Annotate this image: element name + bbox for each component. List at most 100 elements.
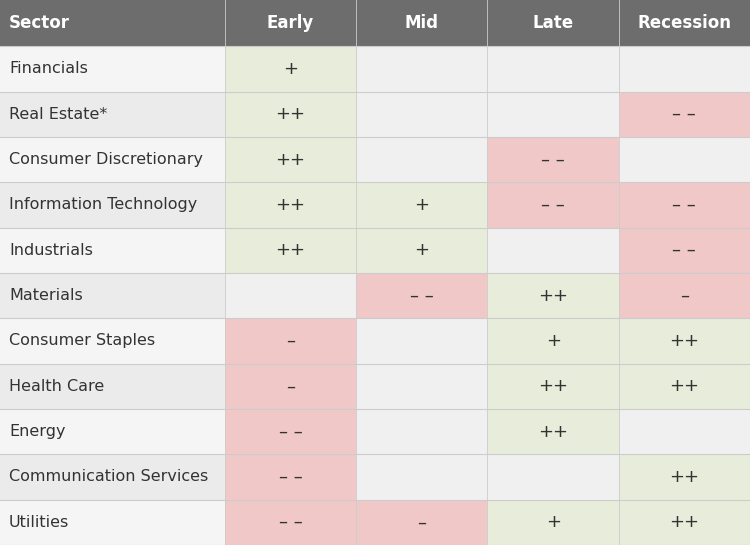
FancyBboxPatch shape bbox=[619, 0, 750, 46]
FancyBboxPatch shape bbox=[0, 364, 225, 409]
FancyBboxPatch shape bbox=[225, 183, 356, 228]
Text: ++: ++ bbox=[275, 105, 305, 123]
FancyBboxPatch shape bbox=[356, 273, 488, 318]
Text: Mid: Mid bbox=[405, 14, 439, 32]
FancyBboxPatch shape bbox=[356, 318, 488, 364]
FancyBboxPatch shape bbox=[619, 273, 750, 318]
FancyBboxPatch shape bbox=[0, 273, 225, 318]
Text: – –: – – bbox=[279, 513, 302, 531]
FancyBboxPatch shape bbox=[356, 92, 488, 137]
Text: ++: ++ bbox=[669, 468, 699, 486]
FancyBboxPatch shape bbox=[0, 92, 225, 137]
Text: – –: – – bbox=[673, 105, 696, 123]
FancyBboxPatch shape bbox=[0, 0, 225, 46]
Text: Communication Services: Communication Services bbox=[9, 469, 208, 485]
FancyBboxPatch shape bbox=[225, 364, 356, 409]
FancyBboxPatch shape bbox=[0, 46, 225, 92]
Text: ++: ++ bbox=[275, 241, 305, 259]
FancyBboxPatch shape bbox=[0, 137, 225, 183]
FancyBboxPatch shape bbox=[356, 364, 488, 409]
Text: – –: – – bbox=[542, 196, 565, 214]
Text: Financials: Financials bbox=[9, 62, 88, 76]
Text: +: + bbox=[414, 196, 429, 214]
FancyBboxPatch shape bbox=[356, 137, 488, 183]
FancyBboxPatch shape bbox=[488, 318, 619, 364]
FancyBboxPatch shape bbox=[488, 364, 619, 409]
Text: ++: ++ bbox=[538, 423, 568, 441]
FancyBboxPatch shape bbox=[488, 273, 619, 318]
FancyBboxPatch shape bbox=[619, 137, 750, 183]
FancyBboxPatch shape bbox=[356, 46, 488, 92]
Text: ++: ++ bbox=[538, 287, 568, 305]
Text: Industrials: Industrials bbox=[9, 243, 93, 258]
Text: Information Technology: Information Technology bbox=[9, 197, 197, 213]
FancyBboxPatch shape bbox=[488, 46, 619, 92]
FancyBboxPatch shape bbox=[619, 500, 750, 545]
Text: –: – bbox=[417, 513, 426, 531]
Text: – –: – – bbox=[673, 241, 696, 259]
FancyBboxPatch shape bbox=[488, 137, 619, 183]
Text: Energy: Energy bbox=[9, 424, 65, 439]
Text: Recession: Recession bbox=[638, 14, 731, 32]
Text: – –: – – bbox=[279, 423, 302, 441]
Text: ++: ++ bbox=[669, 513, 699, 531]
Text: Health Care: Health Care bbox=[9, 379, 104, 394]
FancyBboxPatch shape bbox=[225, 409, 356, 455]
Text: – –: – – bbox=[542, 150, 565, 168]
Text: ++: ++ bbox=[538, 377, 568, 395]
FancyBboxPatch shape bbox=[225, 228, 356, 273]
FancyBboxPatch shape bbox=[488, 455, 619, 500]
FancyBboxPatch shape bbox=[225, 92, 356, 137]
Text: Utilities: Utilities bbox=[9, 515, 69, 530]
FancyBboxPatch shape bbox=[488, 500, 619, 545]
FancyBboxPatch shape bbox=[619, 409, 750, 455]
FancyBboxPatch shape bbox=[619, 183, 750, 228]
FancyBboxPatch shape bbox=[619, 46, 750, 92]
Text: +: + bbox=[283, 60, 298, 78]
FancyBboxPatch shape bbox=[488, 409, 619, 455]
FancyBboxPatch shape bbox=[619, 318, 750, 364]
FancyBboxPatch shape bbox=[488, 92, 619, 137]
Text: – –: – – bbox=[279, 468, 302, 486]
Text: +: + bbox=[545, 332, 560, 350]
FancyBboxPatch shape bbox=[0, 409, 225, 455]
FancyBboxPatch shape bbox=[619, 455, 750, 500]
FancyBboxPatch shape bbox=[356, 228, 488, 273]
Text: ++: ++ bbox=[275, 196, 305, 214]
Text: – –: – – bbox=[673, 196, 696, 214]
FancyBboxPatch shape bbox=[356, 183, 488, 228]
FancyBboxPatch shape bbox=[488, 183, 619, 228]
FancyBboxPatch shape bbox=[488, 0, 619, 46]
Text: Materials: Materials bbox=[9, 288, 82, 303]
FancyBboxPatch shape bbox=[0, 318, 225, 364]
Text: Consumer Staples: Consumer Staples bbox=[9, 334, 155, 348]
Text: ++: ++ bbox=[669, 332, 699, 350]
FancyBboxPatch shape bbox=[0, 228, 225, 273]
FancyBboxPatch shape bbox=[225, 0, 356, 46]
FancyBboxPatch shape bbox=[619, 92, 750, 137]
FancyBboxPatch shape bbox=[0, 183, 225, 228]
Text: ++: ++ bbox=[275, 150, 305, 168]
FancyBboxPatch shape bbox=[225, 273, 356, 318]
Text: Consumer Discretionary: Consumer Discretionary bbox=[9, 152, 203, 167]
Text: Early: Early bbox=[267, 14, 314, 32]
FancyBboxPatch shape bbox=[0, 455, 225, 500]
FancyBboxPatch shape bbox=[225, 46, 356, 92]
FancyBboxPatch shape bbox=[0, 500, 225, 545]
Text: +: + bbox=[414, 241, 429, 259]
FancyBboxPatch shape bbox=[225, 137, 356, 183]
FancyBboxPatch shape bbox=[356, 0, 488, 46]
Text: Late: Late bbox=[532, 14, 574, 32]
FancyBboxPatch shape bbox=[225, 318, 356, 364]
Text: –: – bbox=[680, 287, 688, 305]
FancyBboxPatch shape bbox=[225, 455, 356, 500]
FancyBboxPatch shape bbox=[356, 500, 488, 545]
Text: ++: ++ bbox=[669, 377, 699, 395]
FancyBboxPatch shape bbox=[356, 409, 488, 455]
Text: Real Estate*: Real Estate* bbox=[9, 107, 107, 122]
Text: Sector: Sector bbox=[9, 14, 70, 32]
FancyBboxPatch shape bbox=[619, 228, 750, 273]
Text: –: – bbox=[286, 377, 295, 395]
FancyBboxPatch shape bbox=[488, 228, 619, 273]
FancyBboxPatch shape bbox=[225, 500, 356, 545]
